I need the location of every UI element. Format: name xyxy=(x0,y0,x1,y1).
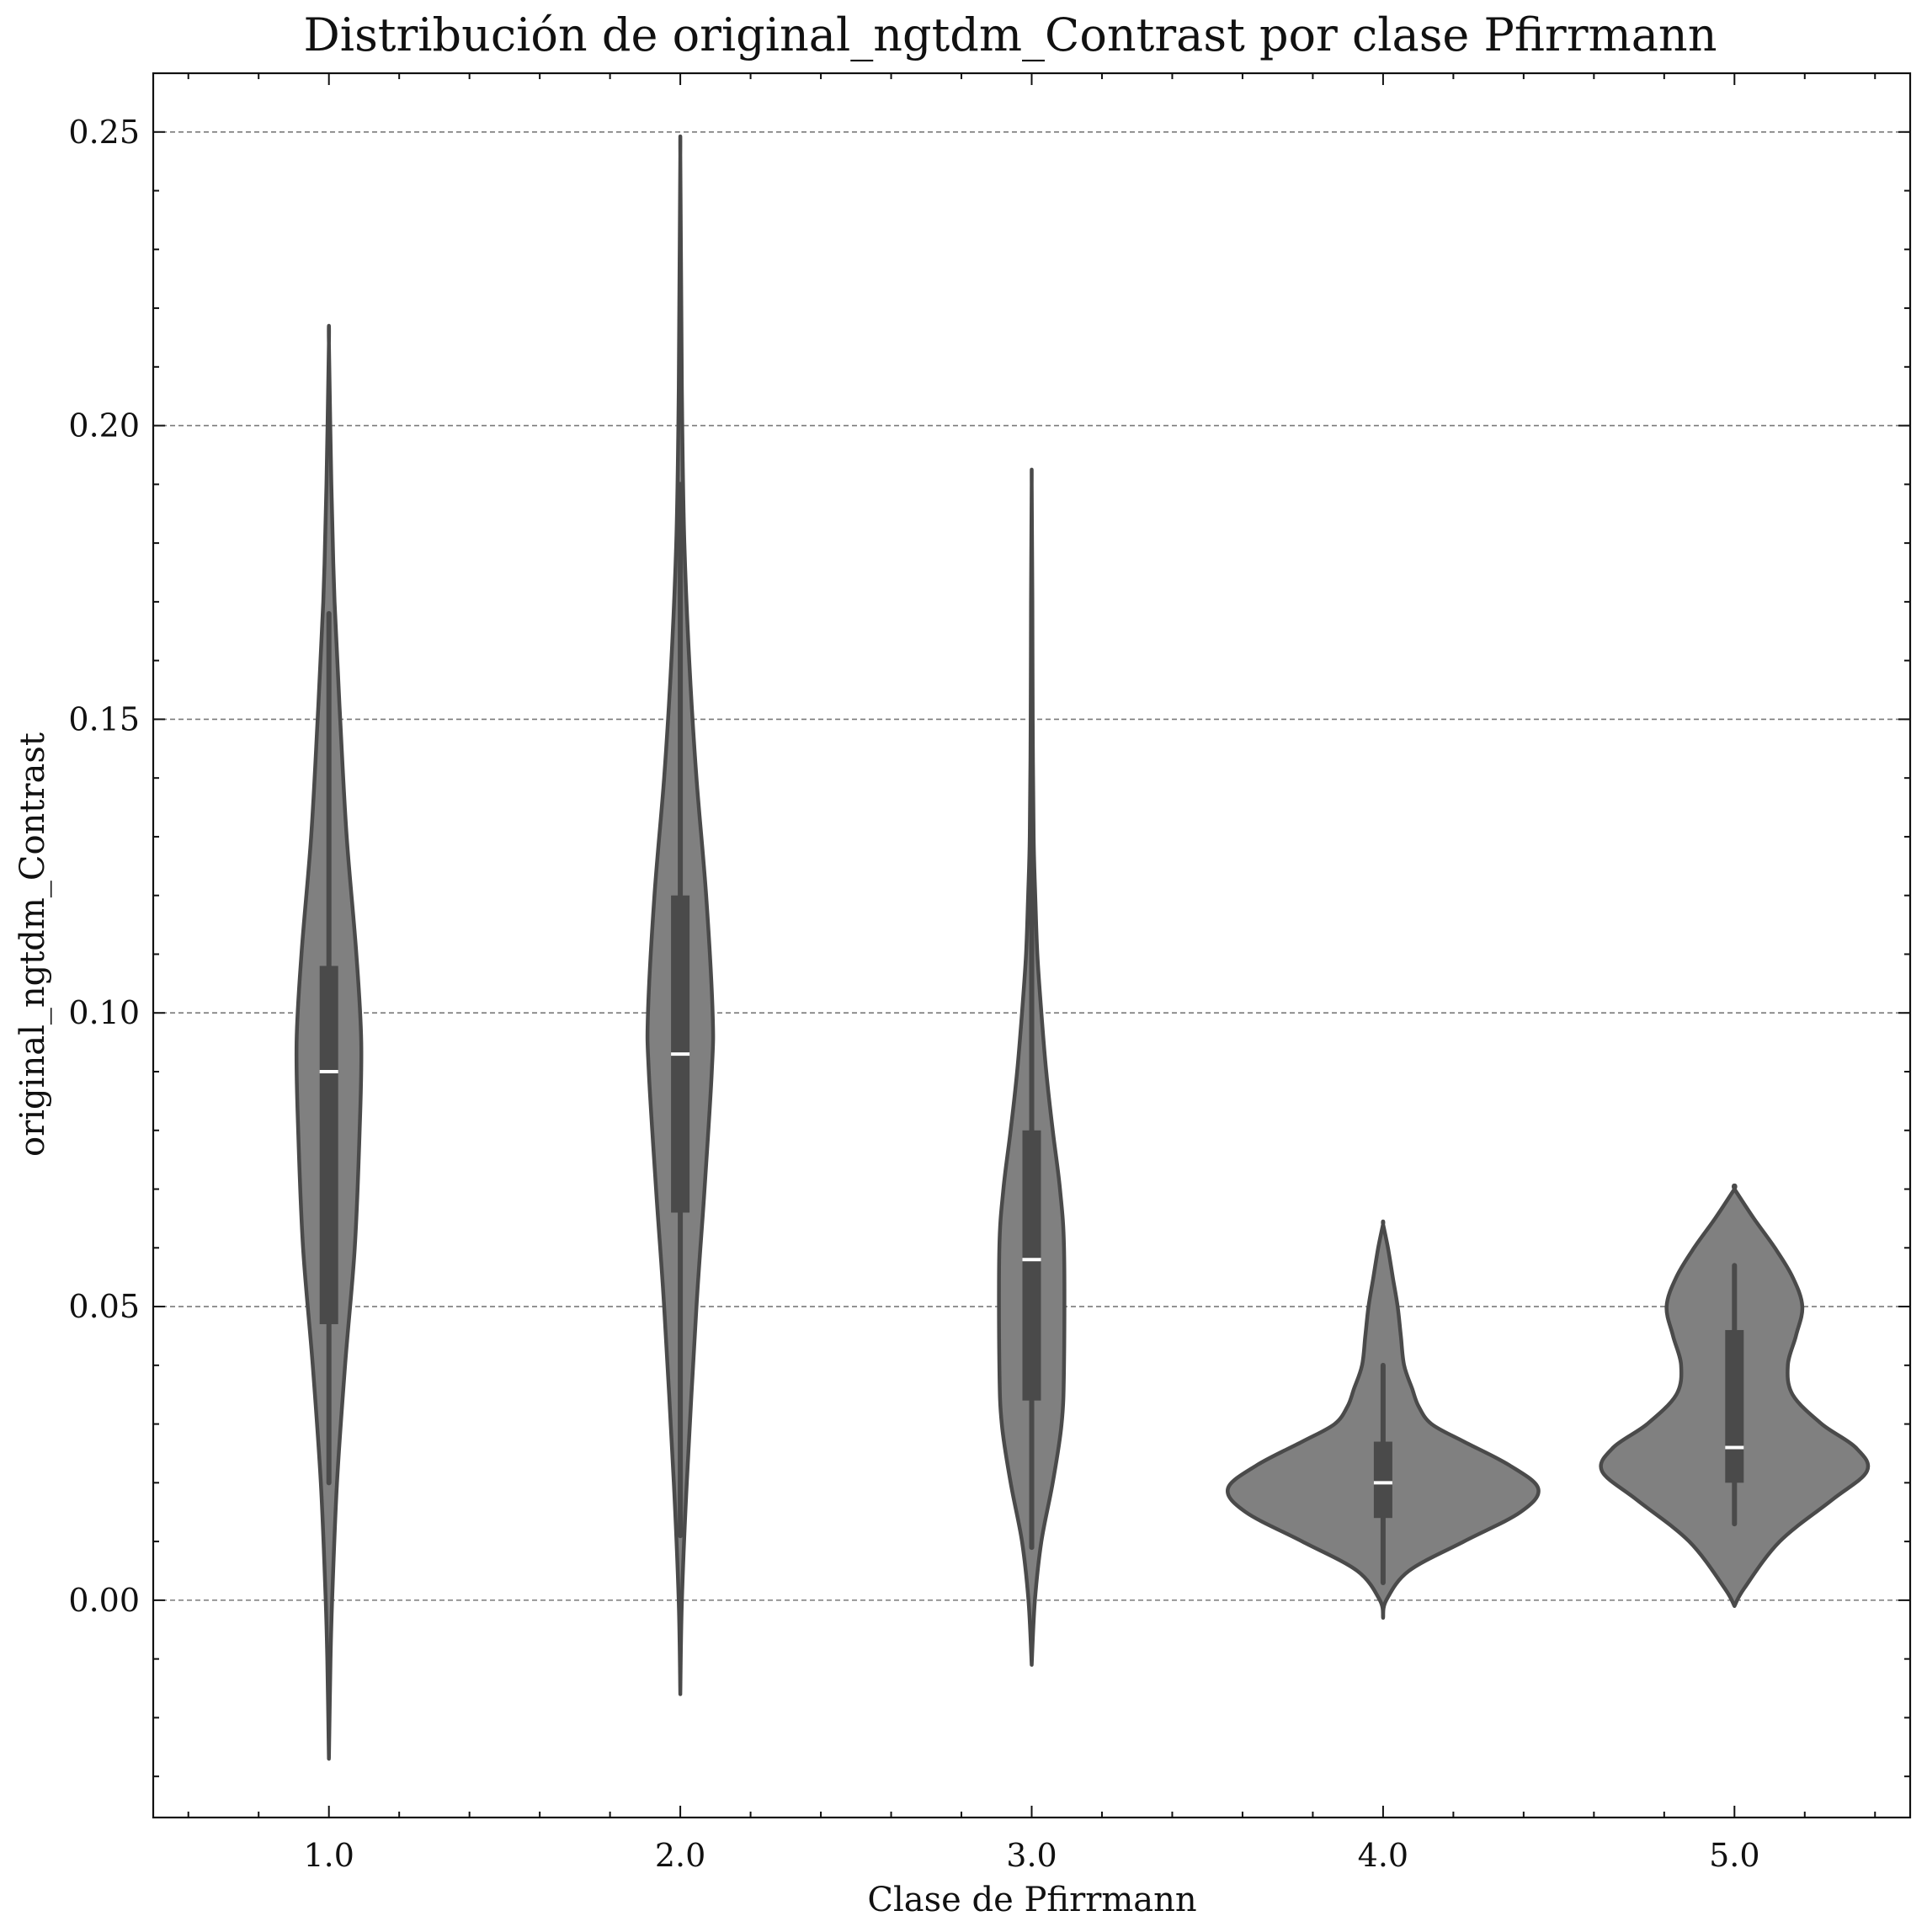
y-tick-labels: 0.00 0.05 0.10 0.15 0.20 0.25 xyxy=(68,114,140,1619)
axis-ticks xyxy=(153,73,1910,1818)
violin-iqr-box xyxy=(1022,1130,1041,1401)
x-tick-label: 3.0 xyxy=(1006,1837,1057,1874)
x-tick-label: 5.0 xyxy=(1709,1837,1759,1874)
y-axis-label: original_ngtdm_Contrast xyxy=(13,732,52,1157)
violins xyxy=(294,134,1871,1761)
x-tick-labels: 1.0 2.0 3.0 4.0 5.0 xyxy=(303,1837,1759,1874)
y-tick-label: 0.20 xyxy=(68,407,140,444)
violin-iqr-box xyxy=(1725,1329,1744,1483)
y-tick-label: 0.05 xyxy=(68,1288,140,1325)
violin-group-4.0 xyxy=(1226,1219,1541,1621)
y-tick-label: 0.25 xyxy=(68,114,140,151)
violin-group-3.0 xyxy=(997,467,1067,1667)
x-tick-label: 4.0 xyxy=(1358,1837,1408,1874)
x-tick-label: 1.0 xyxy=(303,1837,354,1874)
violin-group-2.0 xyxy=(645,134,716,1696)
violin-group-1.0 xyxy=(294,323,364,1761)
y-tick-label: 0.10 xyxy=(68,994,140,1031)
violin-group-5.0 xyxy=(1599,1183,1871,1609)
chart-title: Distribución de original_ngtdm_Contrast … xyxy=(304,8,1717,61)
violin-iqr-box xyxy=(1373,1441,1392,1519)
y-tick-label: 0.15 xyxy=(68,700,140,737)
violin-iqr-box xyxy=(319,966,338,1324)
y-tick-label: 0.00 xyxy=(68,1582,140,1619)
x-axis-label: Clase de Pfirrmann xyxy=(867,1881,1196,1919)
x-tick-label: 2.0 xyxy=(655,1837,705,1874)
